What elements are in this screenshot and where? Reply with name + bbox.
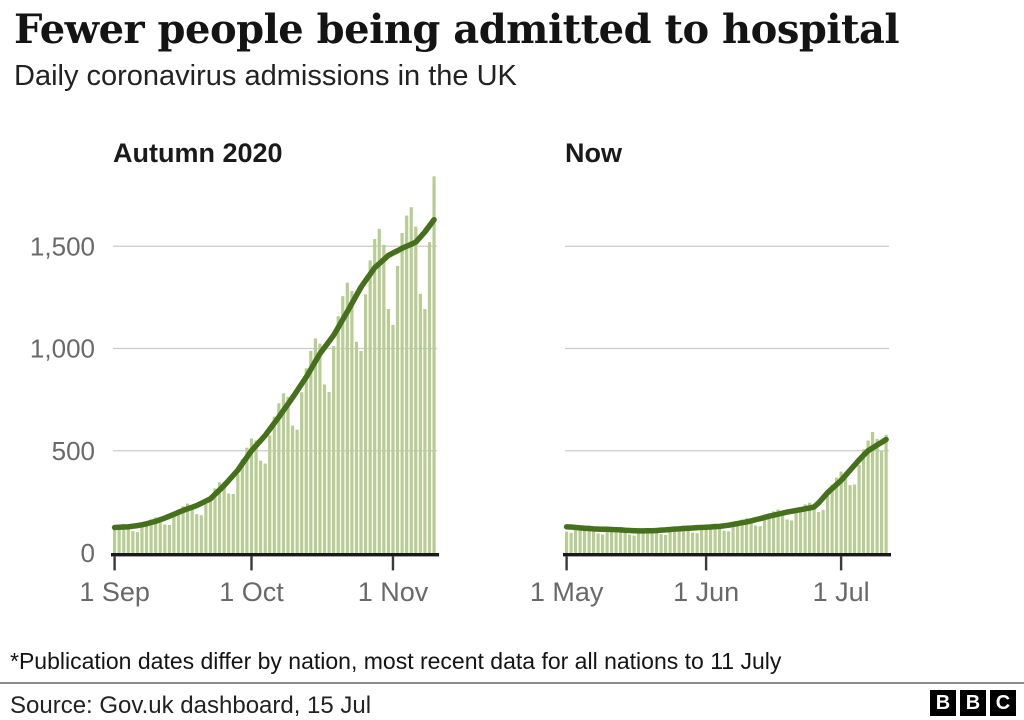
- bbc-logo-letter: C: [990, 690, 1016, 716]
- svg-text:0: 0: [81, 538, 95, 568]
- page-subtitle: Daily coronavirus admissions in the UK: [14, 60, 517, 92]
- svg-text:500: 500: [52, 436, 95, 466]
- svg-text:1 Jun: 1 Jun: [673, 577, 739, 607]
- page-title: Fewer people being admitted to hospital: [14, 6, 900, 53]
- svg-text:1,000: 1,000: [30, 334, 95, 364]
- svg-text:1 Jul: 1 Jul: [813, 577, 870, 607]
- panel-label-now: Now: [565, 138, 622, 168]
- chart-panel-1: 1 May 1 Jun 1 Jul: [530, 245, 891, 607]
- chart-panel-0: 1 Sep 1 Oct 1 Nov 0 500 1,000 1,500: [30, 176, 439, 607]
- footnote: *Publication dates differ by nation, mos…: [10, 648, 782, 674]
- bbc-logo-letter: B: [960, 690, 986, 716]
- svg-text:1 Sep: 1 Sep: [79, 577, 150, 607]
- svg-text:1 May: 1 May: [530, 577, 604, 607]
- svg-text:1 Nov: 1 Nov: [358, 577, 429, 607]
- bbc-logo: B B C: [930, 690, 1016, 716]
- svg-text:1,500: 1,500: [30, 231, 95, 261]
- svg-text:1 Oct: 1 Oct: [219, 577, 284, 607]
- source-label: Source: Gov.uk dashboard, 15 Jul: [10, 692, 372, 719]
- footer-divider: [0, 682, 1024, 684]
- bbc-logo-letter: B: [930, 690, 956, 716]
- panel-label-autumn-2020: Autumn 2020: [113, 138, 283, 168]
